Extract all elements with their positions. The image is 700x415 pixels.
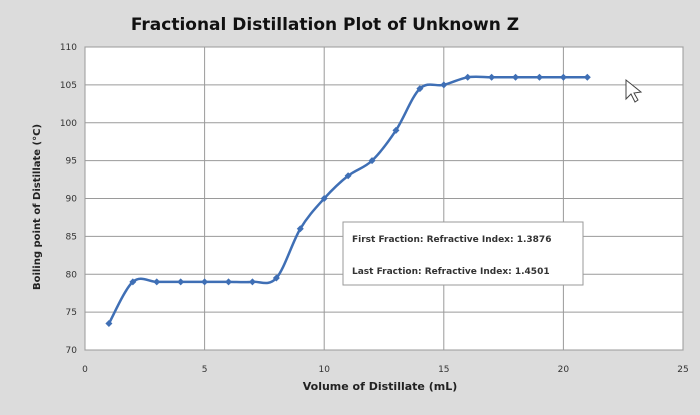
data-point	[583, 73, 591, 81]
data-point	[129, 278, 137, 286]
annotation-box-rect	[342, 221, 584, 286]
y-tick-labels: 70 75 80 85 90 95 100 105 110	[60, 43, 77, 356]
x-tick-labels: 0 5 10 15 20 25	[82, 365, 689, 375]
data-point	[296, 225, 304, 233]
y-tick-label: 95	[66, 157, 77, 167]
y-tick-label: 85	[66, 232, 77, 242]
x-tick-label: 15	[438, 365, 449, 375]
data-point	[201, 278, 209, 286]
y-axis-label: Boiling point of Distillate (°C)	[32, 124, 43, 290]
x-tick-label: 20	[558, 365, 570, 375]
data-point	[440, 81, 448, 89]
data-point	[464, 73, 472, 81]
data-point	[559, 73, 567, 81]
y-tick-label: 70	[66, 346, 78, 356]
annotation-last-fraction: Last Fraction: Refractive Index: 1.4501	[352, 267, 550, 277]
data-point	[248, 278, 256, 286]
y-tick-label: 90	[66, 195, 78, 205]
y-tick-label: 110	[60, 43, 77, 53]
x-axis-label: Volume of Distillate (mL)	[303, 380, 458, 393]
y-tick-label: 75	[66, 308, 77, 318]
data-point	[392, 126, 400, 134]
data-point	[344, 172, 352, 180]
data-point	[105, 319, 113, 327]
data-point	[512, 73, 520, 81]
x-tick-label: 10	[318, 365, 330, 375]
annotation-first-fraction: First Fraction: Refractive Index: 1.3876	[352, 235, 551, 245]
data-point	[177, 278, 185, 286]
data-point	[272, 274, 280, 282]
data-point	[488, 73, 496, 81]
data-point	[535, 73, 543, 81]
data-point	[225, 278, 233, 286]
data-point	[320, 195, 328, 202]
y-tick-label: 80	[66, 270, 78, 280]
data-point	[416, 85, 424, 93]
y-tick-label: 100	[60, 119, 77, 129]
chart-title: Fractional Distillation Plot of Unknown …	[131, 15, 519, 35]
annotation-box	[342, 221, 584, 286]
x-tick-label: 0	[82, 365, 88, 375]
x-tick-label: 5	[202, 365, 208, 375]
series-layer	[105, 73, 591, 327]
y-tick-label: 105	[60, 81, 77, 91]
data-point	[368, 157, 376, 165]
cursor-arrow-icon	[625, 78, 643, 103]
data-point	[153, 278, 161, 286]
x-tick-label: 25	[677, 365, 688, 375]
